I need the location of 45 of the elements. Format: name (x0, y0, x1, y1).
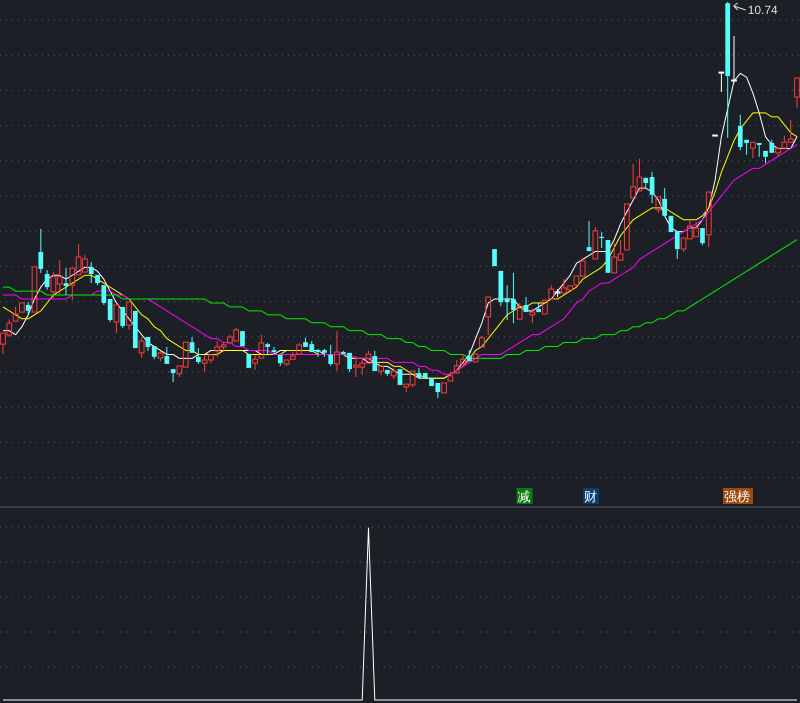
candlestick (196, 348, 201, 364)
annotation: 10.74 (748, 3, 778, 17)
candlestick (725, 2, 730, 138)
candlestick (88, 262, 94, 284)
candlestick (529, 308, 536, 324)
candlestick (334, 330, 340, 372)
candlestick (252, 354, 258, 370)
candlestick (718, 72, 724, 92)
candlestick (700, 228, 705, 246)
candlestick (485, 296, 492, 336)
candlestick (454, 359, 460, 374)
candlestick (524, 296, 528, 312)
candlestick (662, 188, 668, 216)
candlestick (750, 142, 756, 159)
text: 财 (584, 490, 597, 505)
candlestick (126, 302, 132, 330)
candlestick (190, 336, 194, 353)
candlestick (38, 228, 44, 274)
candlestick (138, 336, 144, 359)
candlestick (794, 78, 800, 109)
candlestick (466, 350, 472, 362)
candlestick (536, 302, 541, 312)
candlestick (26, 302, 31, 315)
candlestick (108, 299, 112, 322)
candlestick (328, 344, 334, 366)
candlestick (258, 334, 264, 359)
candlestick (164, 346, 170, 364)
candlestick (120, 306, 126, 328)
candlestick (272, 346, 276, 355)
text: 减 (518, 490, 531, 505)
candlestick (498, 270, 504, 307)
candlestick (278, 354, 283, 366)
candlestick (706, 192, 712, 248)
candlestick (586, 220, 592, 252)
candlestick (170, 369, 176, 383)
candlestick (101, 285, 106, 306)
candlestick (385, 370, 390, 376)
candlestick (95, 274, 100, 286)
candlestick (64, 268, 68, 296)
candlestick (12, 306, 18, 322)
candlestick (114, 304, 120, 334)
candlestick (372, 350, 378, 372)
text: 强榜 (724, 490, 750, 505)
candlestick (44, 270, 50, 290)
candlestick (265, 342, 270, 356)
